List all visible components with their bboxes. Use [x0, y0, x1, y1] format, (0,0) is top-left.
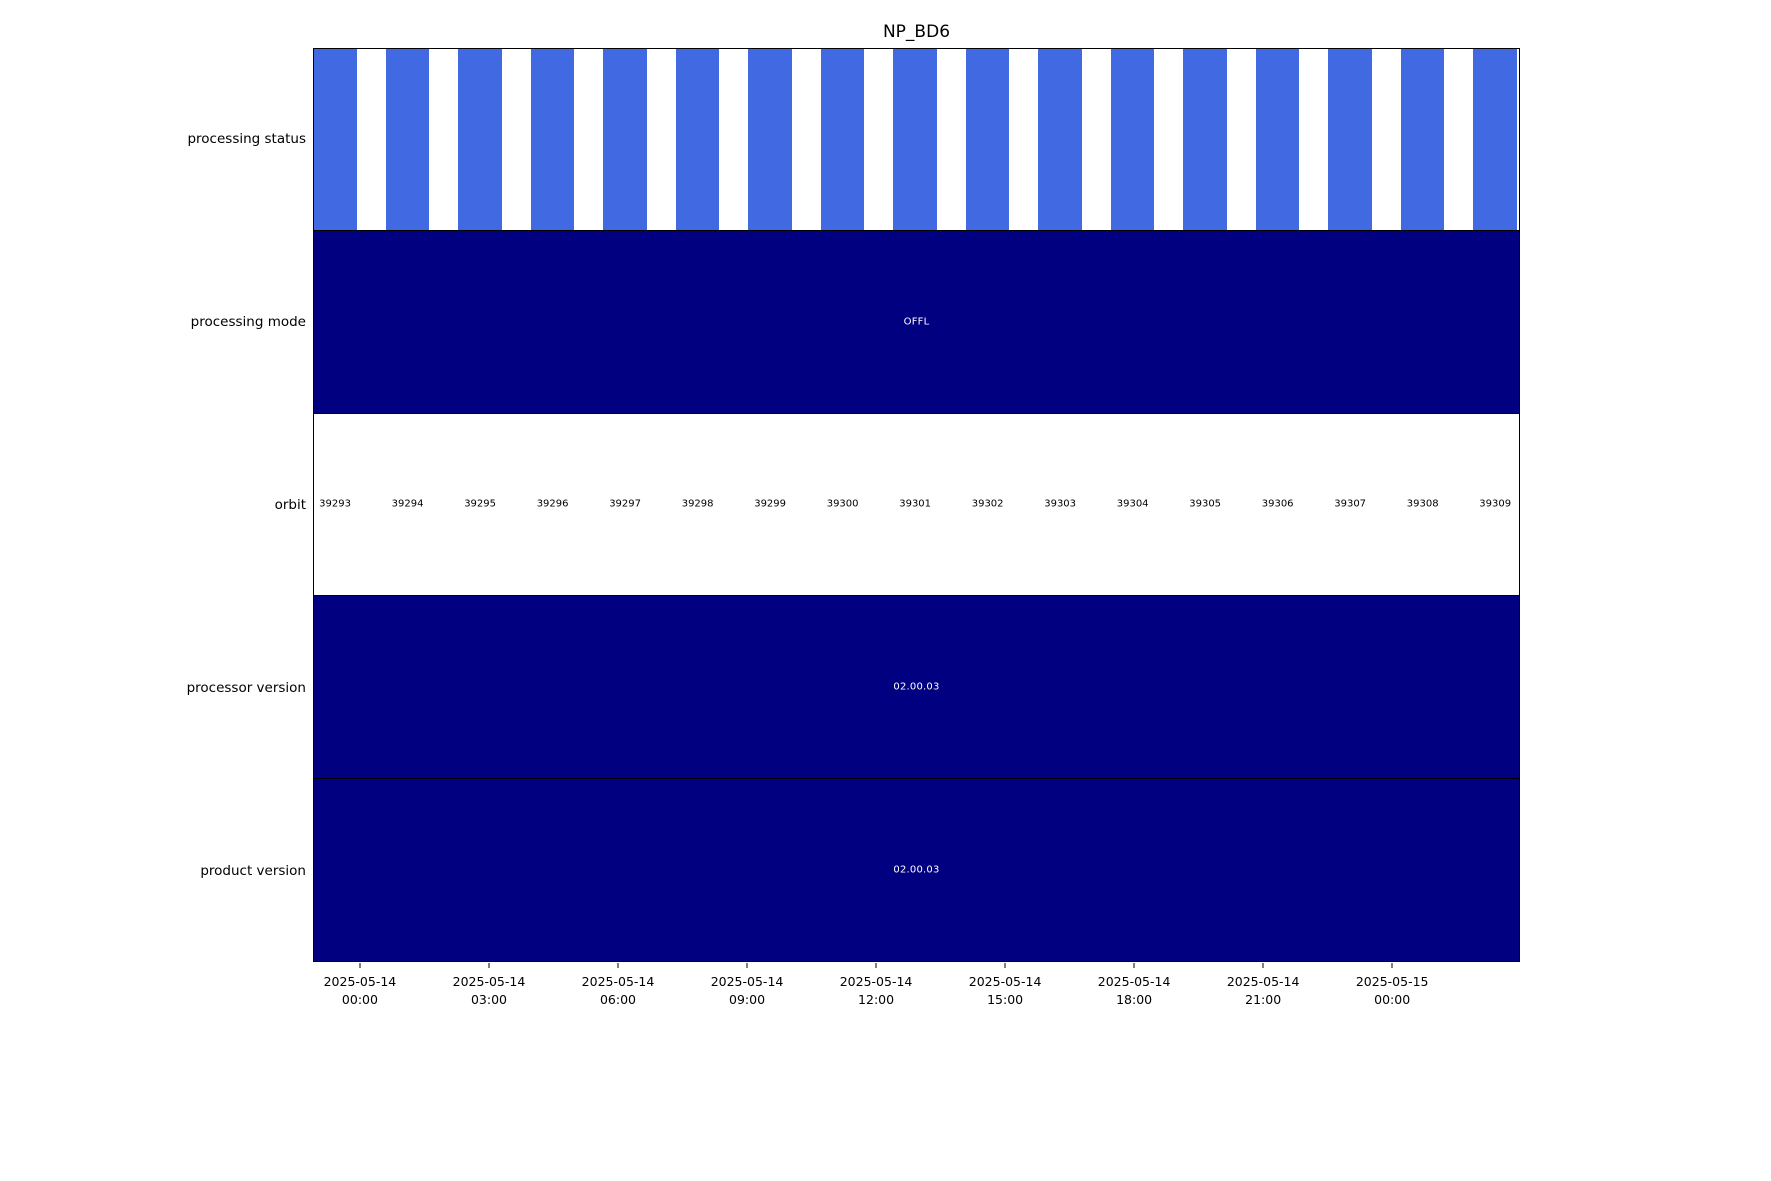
x-tick-mark — [1004, 963, 1006, 968]
x-tick-label: 2025-05-14 03:00 — [452, 974, 526, 1007]
row-processing-status — [314, 49, 1519, 232]
status-bar-orbit-39297 — [603, 49, 647, 231]
orbit-label-39300: 39300 — [826, 498, 859, 510]
orbit-label-39302: 39302 — [971, 498, 1004, 510]
orbit-label-39297: 39297 — [609, 498, 641, 510]
orbit-label-39303: 39303 — [1044, 498, 1077, 510]
status-bar-orbit-39302 — [965, 49, 1010, 231]
status-bar-orbit-39298 — [675, 49, 720, 231]
orbit-label-39301: 39301 — [899, 498, 932, 510]
x-tick-label: 2025-05-14 12:00 — [839, 974, 913, 1007]
status-bar-orbit-39304 — [1110, 49, 1155, 231]
y-label-product-version: product version — [200, 862, 306, 879]
orbit-label-39299: 39299 — [754, 498, 787, 510]
x-tick-mark — [617, 963, 619, 968]
status-bar-orbit-39305 — [1183, 49, 1227, 231]
orbit-label-39305: 39305 — [1189, 498, 1222, 510]
x-tick-mark — [1262, 963, 1264, 968]
x-tick-mark — [488, 963, 490, 968]
orbit-label-39293: 39293 — [319, 498, 351, 510]
orbit-label-39298: 39298 — [681, 498, 714, 510]
orbit-label-39304: 39304 — [1116, 498, 1149, 510]
x-axis: 2025-05-14 00:00 2025-05-14 03:00 2025-05-… — [313, 962, 1520, 1032]
x-tick-label: 2025-05-14 18:00 — [1097, 974, 1171, 1007]
status-bar-orbit-39293 — [314, 49, 357, 231]
orbit-label-39296: 39296 — [536, 498, 569, 510]
x-tick-mark — [875, 963, 877, 968]
y-axis-labels: processing status processing mode orbit pro… — [0, 0, 306, 962]
orbit-label-39295: 39295 — [464, 498, 496, 510]
row-processor-version: 02.00.03 — [314, 596, 1519, 779]
y-label-processor-version: processor version — [186, 679, 306, 696]
x-tick-label: 2025-05-14 00:00 — [323, 974, 397, 1007]
orbit-label-39306: 39306 — [1261, 498, 1294, 510]
x-tick-mark — [359, 963, 361, 968]
x-tick-label: 2025-05-14 15:00 — [968, 974, 1042, 1007]
status-bar-orbit-39299 — [748, 49, 792, 231]
x-tick-label: 2025-05-14 21:00 — [1226, 974, 1300, 1007]
status-bar-orbit-39301 — [893, 49, 937, 231]
row-product-version: 02.00.03 — [314, 778, 1519, 961]
row-orbit: 39293 39294 39295 39296 39297 39298 39299 39300… — [314, 413, 1519, 597]
product-version-value: 02.00.03 — [893, 864, 940, 876]
status-bar-orbit-39300 — [820, 49, 865, 231]
status-bar-orbit-39307 — [1328, 49, 1372, 231]
row-processing-mode: OFFL — [314, 231, 1519, 414]
x-tick-mark — [1133, 963, 1135, 968]
orbit-label-39309: 39309 — [1479, 498, 1512, 510]
x-tick-label: 2025-05-14 06:00 — [581, 974, 655, 1007]
orbit-label-39308: 39308 — [1406, 498, 1439, 510]
plot-area: OFFL 39293 39294 39295 39296 39297 39298 39299 3… — [313, 48, 1520, 962]
status-bar-orbit-39306 — [1255, 49, 1300, 231]
processing-mode-value: OFFL — [903, 316, 930, 328]
status-bar-orbit-39295 — [458, 49, 502, 231]
x-tick-label: 2025-05-14 09:00 — [710, 974, 784, 1007]
status-bar-orbit-39308 — [1400, 49, 1445, 231]
status-bar-orbit-39309 — [1473, 49, 1517, 231]
x-tick-mark — [746, 963, 748, 968]
status-bar-orbit-39296 — [530, 49, 575, 231]
status-bar-orbit-39303 — [1038, 49, 1082, 231]
x-tick-mark — [1391, 963, 1393, 968]
chart-title: NP_BD6 — [882, 22, 951, 42]
x-tick-label: 2025-05-15 00:00 — [1355, 974, 1429, 1007]
processor-version-value: 02.00.03 — [893, 681, 940, 693]
y-label-processing-mode: processing mode — [190, 314, 306, 331]
status-bar-orbit-39294 — [385, 49, 430, 231]
orbit-label-39294: 39294 — [391, 498, 424, 510]
y-label-processing-status: processing status — [187, 131, 306, 148]
orbit-label-39307: 39307 — [1334, 498, 1367, 510]
y-label-orbit: orbit — [274, 497, 306, 513]
